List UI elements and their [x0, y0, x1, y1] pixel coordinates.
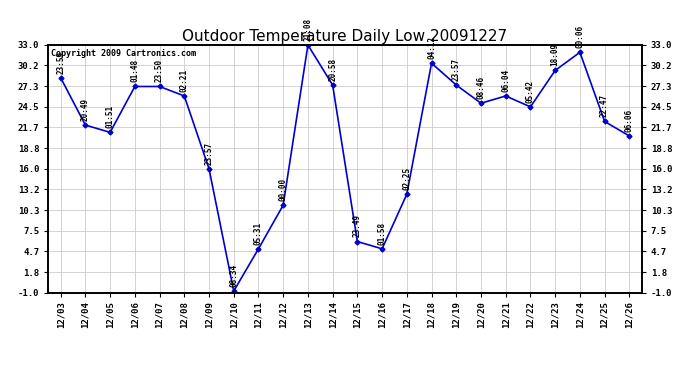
Text: 00:06: 00:06 [575, 25, 584, 48]
Text: 21:08: 21:08 [304, 18, 313, 41]
Text: 08:46: 08:46 [477, 76, 486, 99]
Text: 23:50: 23:50 [155, 59, 164, 82]
Text: 06:04: 06:04 [501, 69, 510, 92]
Text: 23:57: 23:57 [204, 141, 213, 165]
Text: 01:51: 01:51 [106, 105, 115, 128]
Text: 01:48: 01:48 [130, 59, 139, 82]
Text: 02:21: 02:21 [180, 69, 189, 92]
Text: 06:06: 06:06 [625, 109, 634, 132]
Text: 00:00: 00:00 [279, 178, 288, 201]
Title: Outdoor Temperature Daily Low 20091227: Outdoor Temperature Daily Low 20091227 [182, 29, 508, 44]
Text: 20:58: 20:58 [328, 58, 337, 81]
Text: 23:59: 23:59 [56, 51, 65, 74]
Text: 04:12: 04:12 [427, 36, 436, 59]
Text: 05:31: 05:31 [254, 222, 263, 245]
Text: 02:25: 02:25 [402, 167, 411, 190]
Text: 08:34: 08:34 [229, 264, 238, 287]
Text: 01:58: 01:58 [377, 222, 386, 245]
Text: 18:09: 18:09 [551, 43, 560, 66]
Text: 22:47: 22:47 [600, 94, 609, 117]
Text: 23:57: 23:57 [452, 58, 461, 81]
Text: Copyright 2009 Cartronics.com: Copyright 2009 Cartronics.com [51, 49, 196, 58]
Text: 05:42: 05:42 [526, 80, 535, 103]
Text: 23:49: 23:49 [353, 214, 362, 237]
Text: 20:49: 20:49 [81, 98, 90, 121]
